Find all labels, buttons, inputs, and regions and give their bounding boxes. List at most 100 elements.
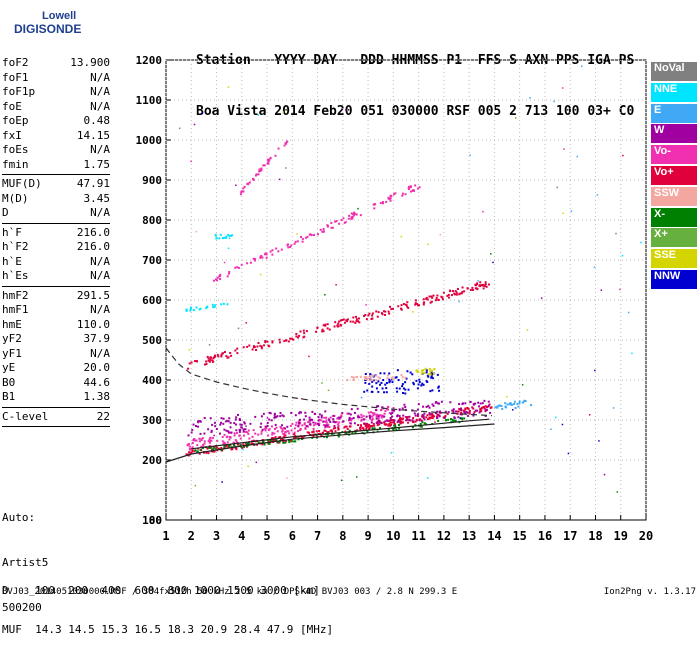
echo-point <box>325 419 328 422</box>
noise-point <box>482 210 484 213</box>
echo-point <box>199 432 202 435</box>
echo-point <box>436 415 439 418</box>
echo-point <box>266 158 269 161</box>
echo-point <box>264 340 267 343</box>
echo-point <box>267 344 270 347</box>
echo-point <box>355 376 358 379</box>
echo-point <box>239 423 242 426</box>
echo-point <box>229 443 232 446</box>
echo-point <box>372 414 375 417</box>
echo-point <box>281 429 284 432</box>
echo-point <box>188 445 191 448</box>
param-value: N/A <box>90 206 110 219</box>
echo-point <box>393 419 396 422</box>
echo-point <box>411 419 414 422</box>
file-info-footer: BVJ03_2014051030000.RSF / 384fx512h 50 k… <box>2 587 458 597</box>
echo-point <box>250 442 253 445</box>
echo-point <box>363 375 366 378</box>
echo-point <box>387 408 390 411</box>
echo-point <box>271 253 274 256</box>
param-value: 14.15 <box>76 128 110 142</box>
echo-point <box>339 416 342 419</box>
echo-point <box>480 407 483 410</box>
echo-point <box>219 273 222 276</box>
echo-point <box>225 429 228 432</box>
echo-point <box>474 402 477 405</box>
echo-point <box>226 303 229 306</box>
echo-point <box>431 415 434 418</box>
noise-point <box>360 396 363 399</box>
echo-point <box>375 415 378 418</box>
noise-point <box>400 235 403 238</box>
echo-point <box>315 430 318 433</box>
param-value: 20.0 <box>83 361 111 374</box>
echo-point <box>342 420 345 423</box>
echo-point <box>425 296 428 299</box>
echo-point <box>298 418 301 421</box>
echo-point <box>291 422 294 425</box>
y-tick-label: 100 <box>142 514 162 527</box>
echo-point <box>387 424 390 427</box>
echo-point <box>235 429 238 432</box>
echo-point <box>428 417 431 420</box>
echo-point <box>384 383 387 386</box>
echo-point <box>297 336 300 339</box>
y-tick-label: 200 <box>142 454 162 467</box>
echo-point <box>484 414 487 417</box>
echo-point <box>482 287 485 290</box>
echo-point <box>379 372 382 375</box>
echo-point <box>471 286 474 289</box>
echo-point <box>477 401 480 404</box>
echo-point <box>276 415 279 418</box>
echo-point <box>254 432 257 435</box>
echo-point <box>332 418 335 421</box>
echo-point <box>359 428 362 431</box>
echo-point <box>234 439 237 442</box>
echo-point <box>305 330 308 333</box>
echo-point <box>455 293 458 296</box>
echo-point <box>486 406 489 409</box>
echo-point <box>394 376 397 379</box>
echo-point <box>416 303 419 306</box>
echo-point <box>389 419 392 422</box>
echo-point <box>236 352 239 355</box>
echo-point <box>206 447 209 450</box>
echo-point <box>275 438 278 441</box>
echo-point <box>422 415 425 418</box>
echo-point <box>429 370 432 373</box>
param-name: yE <box>2 361 16 374</box>
version-label: Ion2Png v. 1.3.17 <box>603 587 696 597</box>
echo-point <box>409 371 412 374</box>
separator <box>2 222 110 224</box>
echo-point <box>377 422 380 425</box>
noise-point <box>296 233 298 235</box>
echo-point <box>338 222 341 225</box>
echo-point <box>437 386 440 389</box>
echo-point <box>219 432 222 435</box>
echo-point <box>258 170 261 173</box>
echo-point <box>306 235 309 238</box>
x-tick-label: 14 <box>487 529 501 543</box>
echo-point <box>396 414 399 417</box>
echo-point <box>394 192 397 195</box>
echo-point <box>384 420 387 423</box>
echo-point <box>214 304 217 307</box>
echo-point <box>391 409 394 412</box>
echo-point <box>205 363 208 366</box>
echo-point <box>234 423 237 426</box>
echo-point <box>278 441 281 444</box>
noise-point <box>521 384 524 386</box>
echo-point <box>401 192 404 195</box>
param-name: yF1 <box>2 346 22 360</box>
echo-point <box>270 419 273 422</box>
noise-point <box>257 114 260 116</box>
noise-point <box>598 440 600 442</box>
echo-point <box>436 410 439 413</box>
echo-point <box>414 302 417 305</box>
echo-point <box>460 292 463 295</box>
echo-point <box>422 383 425 386</box>
echo-point <box>358 321 361 324</box>
echo-point <box>198 308 201 311</box>
param-value: 37.9 <box>83 332 111 345</box>
echo-point <box>380 416 383 419</box>
